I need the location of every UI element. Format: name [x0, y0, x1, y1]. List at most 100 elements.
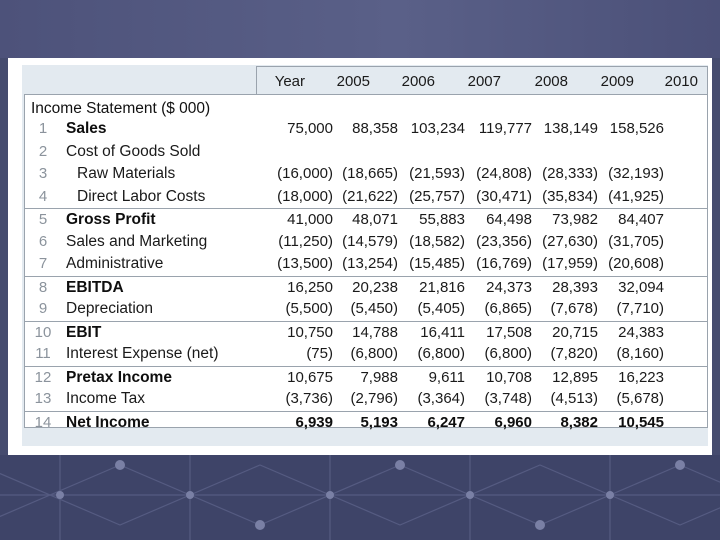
row-label: Pretax Income	[66, 368, 172, 386]
cell-value: (18,582)	[409, 232, 465, 250]
cell-value: (31,705)	[608, 232, 664, 250]
cell-value: 73,982	[552, 211, 598, 228]
table-row: 14 Net Income 6,939 5,193 6,247 6,960 8,382 10,…	[25, 410, 707, 435]
cell-value: 41,000	[287, 211, 333, 228]
row-label: Gross Profit	[66, 211, 156, 228]
cell-value: 8,382	[560, 413, 598, 431]
row-number: 7	[38, 255, 48, 272]
row-number: 6	[38, 232, 48, 250]
table-row: 5 Gross Profit 41,000 48,071 55,883 64,498 73,…	[25, 208, 707, 232]
decorative-grid-pattern	[0, 455, 720, 540]
cell-value: (17,959)	[542, 255, 598, 272]
cell-value: 6,960	[494, 413, 532, 431]
cell-value: 10,750	[287, 323, 333, 341]
row-label: EBITDA	[66, 278, 124, 296]
cell-value: (7,678)	[550, 300, 598, 317]
cell-value: 20,715	[552, 323, 598, 341]
cell-value: 28,393	[552, 278, 598, 296]
cell-value: 119,777	[478, 120, 532, 137]
cell-value: (6,800)	[350, 345, 398, 362]
cell-value: 7,988	[360, 368, 398, 386]
slide-top-band	[0, 0, 720, 58]
cell-value: 5,193	[360, 413, 398, 431]
cell-value: (3,364)	[417, 390, 465, 407]
row-number: 5	[38, 211, 48, 228]
cell-value: (75)	[306, 345, 333, 362]
cell-value: (20,608)	[608, 255, 664, 272]
year-2007: 2007	[467, 73, 501, 90]
cell-value: 16,223	[618, 368, 664, 386]
cell-value: 138,149	[543, 120, 598, 137]
cell-value: 24,373	[486, 278, 532, 296]
cell-value: 64,498	[486, 211, 532, 228]
cell-value: (15,485)	[409, 255, 465, 272]
cell-value: (18,665)	[342, 165, 398, 182]
cell-value: (6,800)	[417, 345, 465, 362]
table-row: 6 Sales and Marketing (11,250) (14,579) (18,…	[25, 231, 707, 254]
cell-value: 6,247	[427, 413, 465, 431]
table-row: 13 Income Tax (3,736) (2,796) (3,364) (3,748)…	[25, 388, 707, 411]
cell-value: (24,808)	[476, 165, 532, 182]
year-2008: 2008	[534, 73, 568, 90]
cell-value: 75,000	[287, 120, 333, 137]
table-row: 7 Administrative (13,500) (13,254) (15,485) (…	[25, 253, 707, 276]
row-number: 12	[34, 368, 52, 386]
cell-value: 17,508	[486, 323, 532, 341]
cell-value: 158,526	[609, 120, 664, 137]
row-number: 14	[34, 413, 52, 431]
cell-value: 48,071	[352, 211, 398, 228]
cell-value: (6,800)	[484, 345, 532, 362]
cell-value: 16,411	[420, 323, 465, 341]
cell-value: (41,925)	[608, 187, 664, 205]
cell-value: (5,450)	[350, 300, 398, 317]
cell-value: (5,405)	[417, 300, 465, 317]
cell-value: (16,769)	[476, 255, 532, 272]
table-row: 4 Direct Labor Costs (18,000) (21,622) (25,7…	[25, 186, 707, 209]
cell-value: 103,234	[410, 120, 465, 137]
cell-value: 55,883	[419, 211, 465, 228]
row-label: Cost of Goods Sold	[66, 142, 201, 160]
row-label: Direct Labor Costs	[77, 187, 206, 205]
cell-value: 16,250	[287, 278, 333, 296]
table-row: 10 EBIT 10,750 14,788 16,411 17,508 20,715 24,3…	[25, 320, 707, 345]
year-2010: 2010	[664, 73, 698, 90]
year-2009: 2009	[600, 73, 634, 90]
row-number: 1	[38, 120, 48, 137]
cell-value: (13,254)	[342, 255, 398, 272]
cell-value: 10,675	[287, 368, 333, 386]
cell-value: (30,471)	[476, 187, 532, 205]
cell-value: (28,333)	[542, 165, 598, 182]
year-2005: 2005	[336, 73, 370, 90]
table-row: 9 Depreciation (5,500) (5,450) (5,405) (6,865…	[25, 298, 707, 321]
cell-value: (35,834)	[542, 187, 598, 205]
cell-value: (3,748)	[484, 390, 532, 407]
cell-value: 24,383	[618, 323, 664, 341]
table-row: 2 Cost of Goods Sold	[25, 141, 707, 164]
table-row: 11 Interest Expense (net) (75) (6,800) (6,80…	[25, 343, 707, 366]
slide-content: Year 2005 2006 2007 2008 2009 2010 Incom…	[8, 58, 712, 455]
income-statement-table: Year 2005 2006 2007 2008 2009 2010 Incom…	[22, 65, 708, 446]
cell-value: (7,710)	[616, 300, 664, 317]
row-label: Sales	[66, 120, 107, 137]
table-row: 3 Raw Materials (16,000) (18,665) (21,593) (2…	[25, 163, 707, 186]
statement-body: Income Statement ($ 000) 1 Sales 75,000 88,…	[24, 94, 708, 431]
row-number: 10	[34, 323, 52, 341]
cell-value: 14,788	[352, 323, 398, 341]
cell-value: (5,678)	[616, 390, 664, 407]
year-2006: 2006	[401, 73, 435, 90]
row-label: Raw Materials	[77, 165, 176, 182]
cell-value: (3,736)	[285, 390, 333, 407]
cell-value: (27,630)	[542, 232, 598, 250]
row-number: 11	[35, 345, 51, 362]
year-label: Year	[274, 73, 305, 90]
year-header-row: Year 2005 2006 2007 2008 2009 2010	[256, 66, 708, 96]
cell-value: (11,250)	[278, 232, 333, 250]
cell-value: (21,593)	[409, 165, 465, 182]
row-number: 8	[38, 278, 48, 296]
cell-value: (4,513)	[550, 390, 598, 407]
cell-value: (8,160)	[616, 345, 664, 362]
table-row: 12 Pretax Income 10,675 7,988 9,611 10,708 12,…	[25, 365, 707, 390]
cell-value: (13,500)	[277, 255, 333, 272]
cell-value: (2,796)	[350, 390, 398, 407]
cell-value: 10,708	[486, 368, 532, 386]
